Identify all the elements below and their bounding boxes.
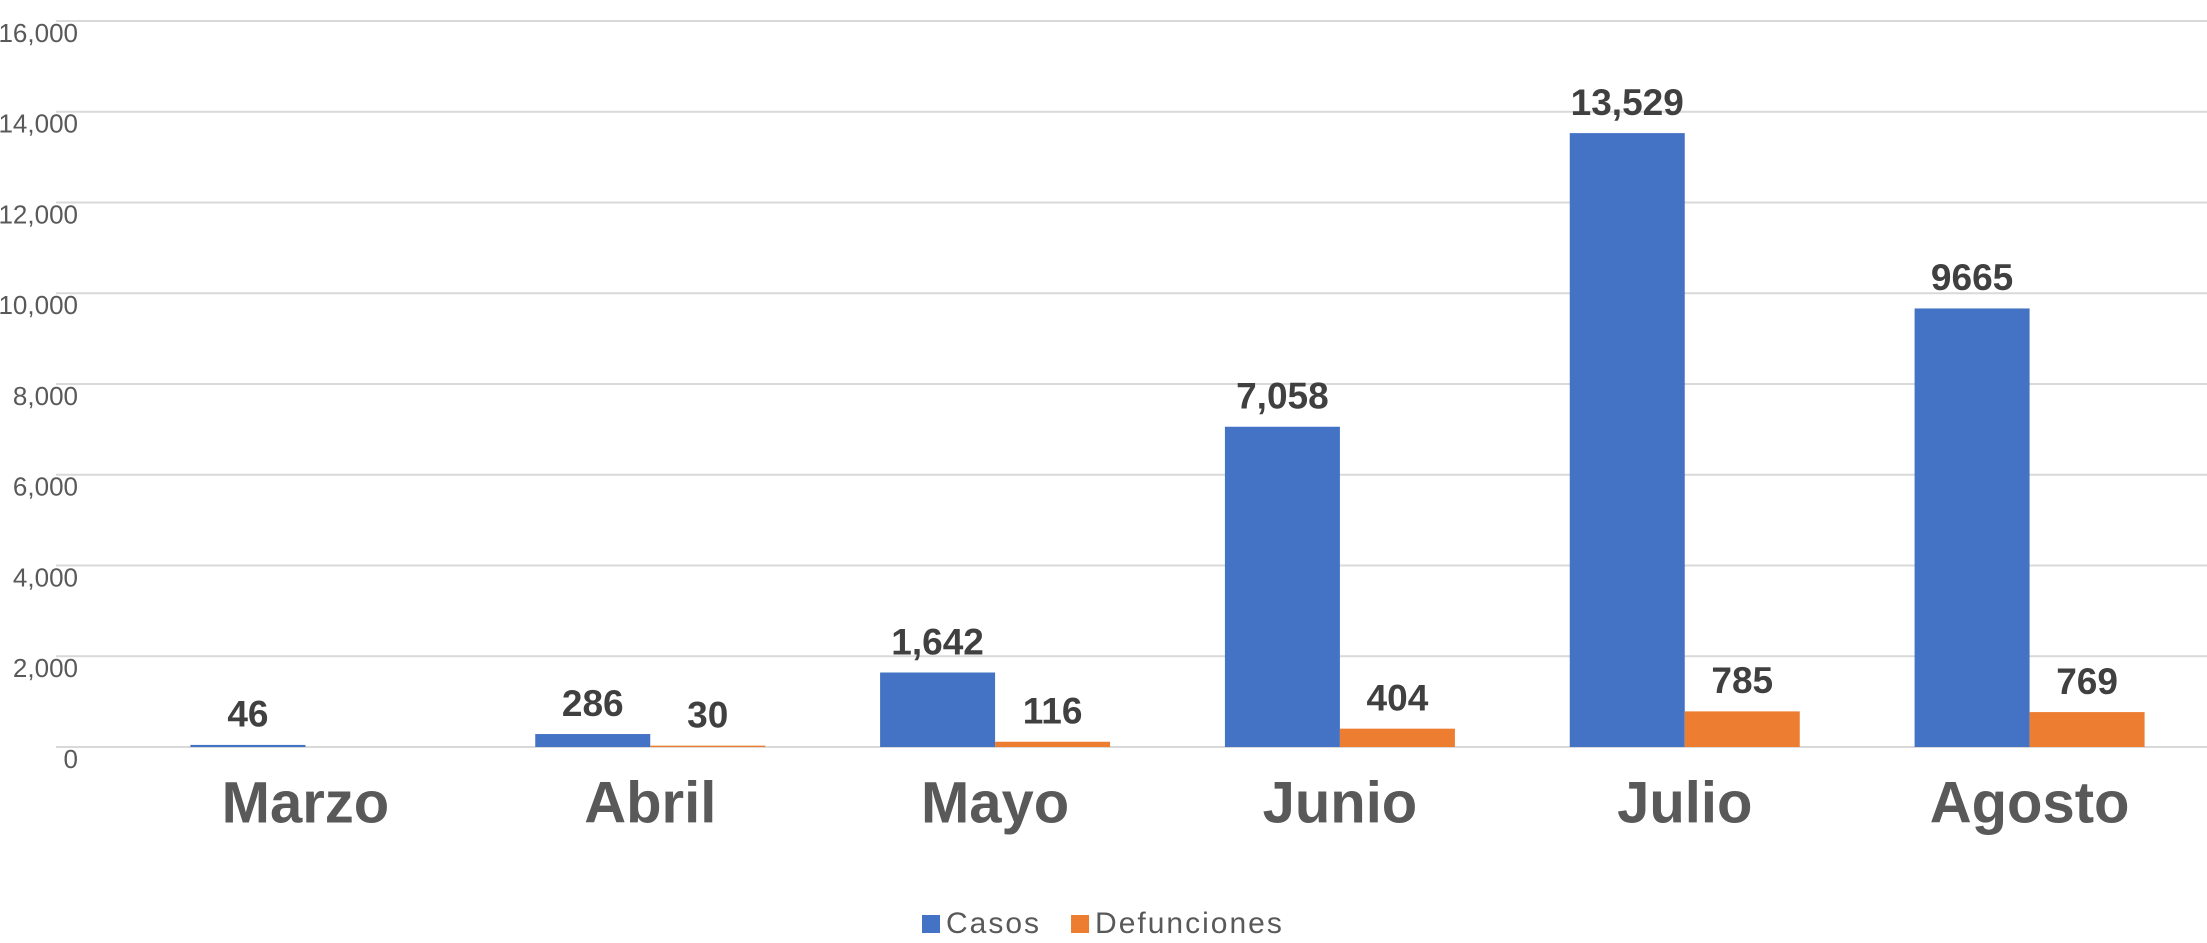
legend-swatch [1071, 915, 1090, 933]
x-tick-label: Mayo [921, 770, 1069, 835]
bar [880, 672, 996, 747]
data-label: 30 [687, 694, 728, 735]
bar [1339, 728, 1455, 747]
data-label: 116 [1023, 691, 1083, 732]
data-label: 286 [562, 683, 624, 724]
y-tick-label: 14,000 [0, 109, 78, 139]
data-label: 7,058 [1236, 376, 1329, 417]
x-tick-label: Agosto [1930, 770, 2130, 835]
y-tick-label: 2,000 [13, 653, 78, 683]
data-label: 769 [2056, 661, 2118, 702]
y-tick-label: 6,000 [13, 472, 78, 502]
bar [2029, 712, 2145, 747]
bar [1684, 711, 1800, 747]
x-tick-label: Julio [1617, 770, 1752, 835]
y-tick-label: 8,000 [13, 381, 78, 411]
y-tick-label: 4,000 [13, 562, 78, 592]
x-tick-label: Junio [1263, 770, 1418, 835]
bar [1914, 308, 2030, 747]
x-tick-label: Marzo [222, 770, 390, 835]
bar [190, 744, 306, 747]
data-label: 46 [227, 694, 268, 735]
data-label: 9665 [1931, 257, 2013, 298]
bar [535, 734, 651, 747]
legend-label: Casos [946, 907, 1041, 940]
legend-label: Defunciones [1095, 907, 1284, 940]
y-tick-label: 16,000 [0, 18, 78, 48]
data-label: 785 [1711, 660, 1773, 701]
bar [995, 741, 1111, 747]
bar [1224, 426, 1340, 747]
legend-swatch [922, 915, 940, 933]
data-label: 1,642 [891, 621, 984, 662]
data-label: 13,529 [1571, 82, 1684, 123]
bar [650, 745, 766, 747]
y-tick-label: 12,000 [0, 199, 78, 229]
bar [1569, 133, 1685, 747]
y-tick-label: 0 [64, 744, 78, 774]
x-tick-label: Abril [584, 770, 716, 835]
y-tick-label: 10,000 [0, 290, 78, 320]
data-label: 404 [1367, 677, 1429, 718]
